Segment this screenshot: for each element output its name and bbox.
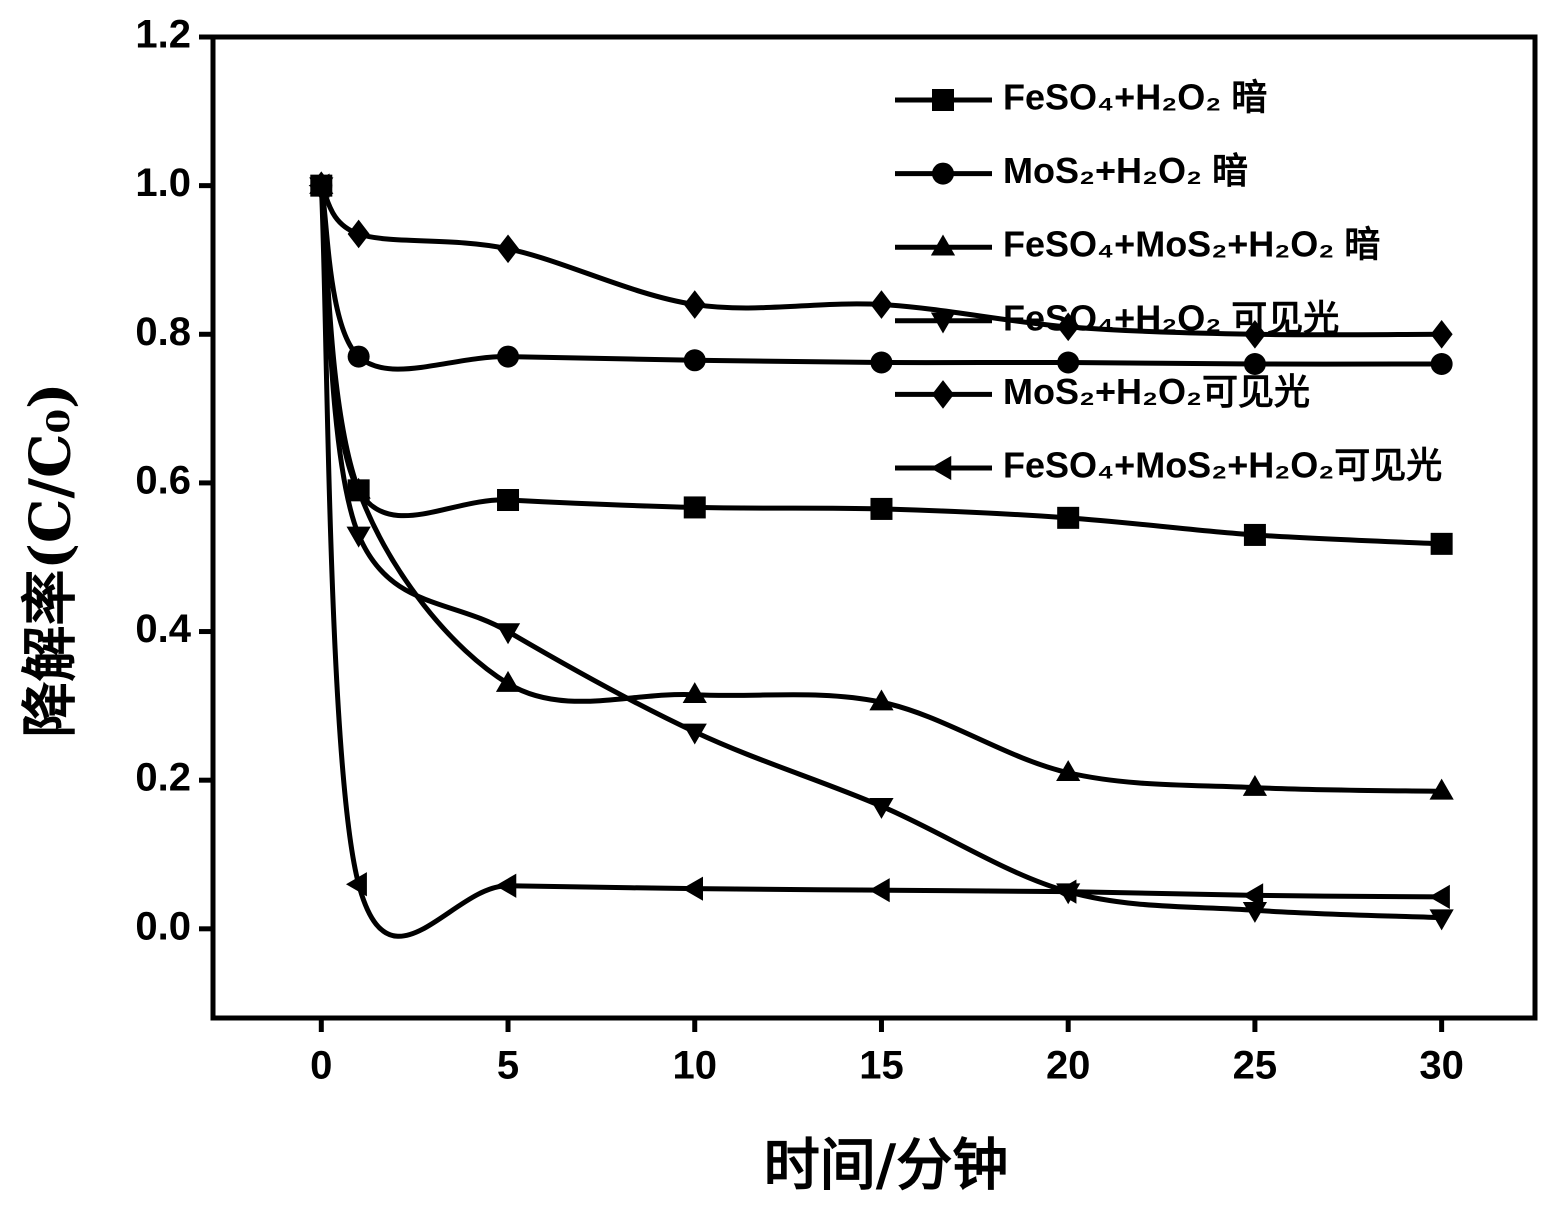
marker — [932, 162, 954, 185]
marker — [682, 723, 707, 745]
marker — [682, 876, 703, 901]
marker — [495, 670, 521, 692]
legend-label: FeSO₄+MoS₂+H₂O₂ 暗 — [1003, 224, 1380, 265]
y-axis-label: 降解率(C/C₀) — [18, 382, 84, 737]
marker — [930, 312, 956, 334]
marker — [1430, 353, 1453, 375]
marker — [682, 682, 707, 703]
marker — [930, 455, 952, 481]
marker — [868, 878, 890, 903]
x-axis-label: 时间/分钟 — [764, 1133, 1008, 1199]
x-tick-label: 25 — [1233, 1044, 1278, 1088]
marker — [497, 489, 520, 512]
marker — [1429, 778, 1454, 800]
marker — [870, 351, 893, 374]
y-tick-label: 0.8 — [135, 310, 191, 354]
y-tick-label: 0.6 — [135, 458, 191, 502]
marker — [1055, 879, 1077, 904]
marker — [347, 219, 370, 249]
marker — [1243, 523, 1266, 546]
x-tick-label: 5 — [497, 1044, 519, 1088]
legend-label: MoS₂+H₂O₂ 暗 — [1003, 150, 1248, 191]
marker — [1243, 353, 1266, 375]
marker — [683, 349, 706, 372]
marker — [1056, 760, 1081, 781]
y-tick-label: 0.4 — [135, 607, 191, 651]
marker — [346, 526, 371, 548]
x-tick-label: 15 — [859, 1044, 904, 1088]
marker — [683, 496, 706, 519]
marker — [1428, 884, 1450, 909]
marker — [308, 173, 330, 198]
x-tick-label: 10 — [672, 1044, 717, 1088]
marker — [1242, 883, 1264, 908]
legend-label: MoS₂+H₂O₂可见光 — [1003, 371, 1310, 412]
marker — [495, 873, 517, 898]
marker — [1057, 506, 1080, 529]
marker — [1430, 532, 1453, 555]
y-tick-label: 1.2 — [135, 13, 191, 57]
y-tick-label: 1.0 — [135, 161, 191, 205]
marker — [1429, 909, 1454, 931]
x-tick-label: 30 — [1419, 1044, 1464, 1088]
plot-frame — [210, 34, 1538, 1021]
series-line — [318, 185, 1442, 372]
marker — [930, 234, 956, 256]
y-tick-label: 0.0 — [135, 904, 191, 948]
x-tick-label: 0 — [310, 1044, 332, 1088]
marker — [870, 497, 893, 520]
marker — [1057, 312, 1080, 342]
marker — [1242, 774, 1268, 796]
marker — [347, 345, 370, 368]
y-tick-label: 0.2 — [135, 756, 191, 800]
marker — [1242, 901, 1268, 923]
legend-label: FeSO₄+MoS₂+H₂O₂可见光 — [1003, 445, 1442, 486]
series-line — [319, 184, 1442, 338]
marker — [1057, 351, 1080, 374]
marker — [870, 290, 893, 319]
marker — [869, 797, 894, 819]
marker — [932, 89, 954, 111]
x-tick-label: 20 — [1046, 1044, 1091, 1088]
marker — [1243, 319, 1266, 349]
marker — [495, 623, 521, 645]
marker — [869, 689, 894, 711]
legend-label: FeSO₄+H₂O₂ 暗 — [1003, 77, 1267, 118]
marker — [1430, 319, 1453, 349]
marker — [345, 872, 367, 897]
marker — [497, 345, 520, 368]
marker — [497, 234, 520, 264]
marker — [932, 380, 954, 409]
marker — [346, 477, 371, 499]
marker — [683, 290, 706, 319]
